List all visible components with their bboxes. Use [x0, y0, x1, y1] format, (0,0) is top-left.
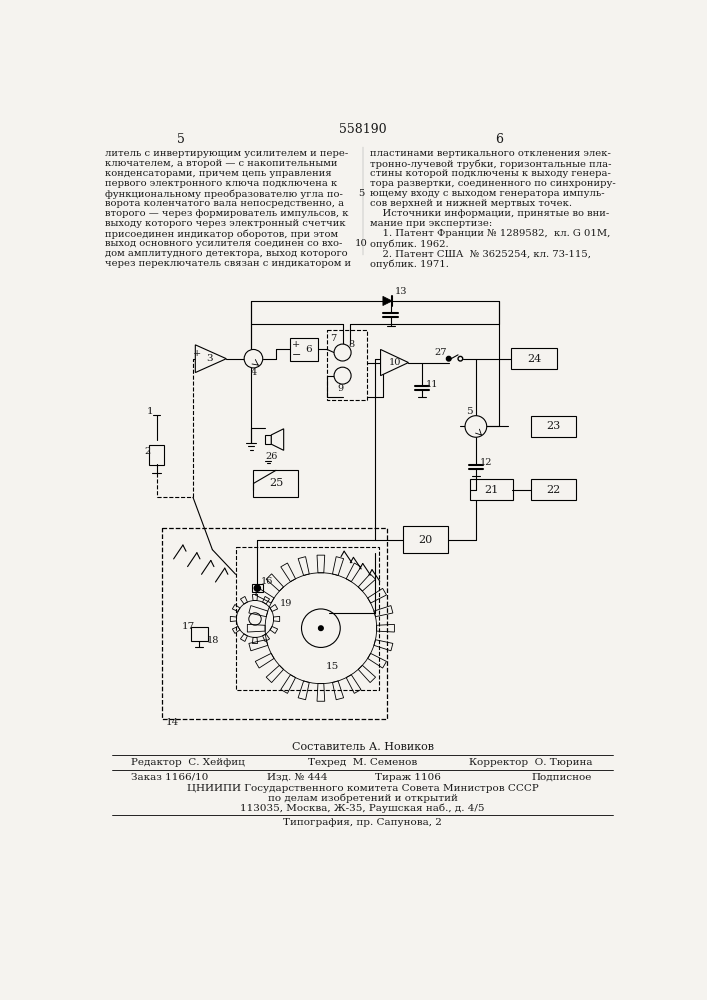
Bar — [531, 416, 575, 437]
Bar — [252, 584, 263, 592]
Text: 113035, Москва, Ж-35, Раушская наб., д. 4/5: 113035, Москва, Ж-35, Раушская наб., д. … — [240, 804, 485, 813]
Text: 3: 3 — [206, 354, 213, 363]
Bar — [327, 330, 368, 400]
Text: 15: 15 — [326, 662, 339, 671]
Circle shape — [319, 626, 323, 631]
Text: 14: 14 — [166, 718, 179, 727]
Text: 21: 21 — [484, 485, 498, 495]
Text: 7: 7 — [330, 334, 337, 343]
Text: Типография, пр. Сапунова, 2: Типография, пр. Сапунова, 2 — [284, 818, 442, 827]
Text: дом амплитудного детектора, выход которого: дом амплитудного детектора, выход которо… — [105, 249, 348, 258]
Text: Тираж 1106: Тираж 1106 — [375, 773, 441, 782]
Text: 2. Патент США  № 3625254, кл. 73-115,: 2. Патент США № 3625254, кл. 73-115, — [370, 249, 591, 258]
Circle shape — [255, 585, 260, 591]
Text: −: − — [291, 350, 300, 360]
Bar — [531, 479, 575, 500]
Text: 4: 4 — [250, 368, 257, 377]
Text: 8: 8 — [349, 340, 355, 349]
Text: +: + — [292, 340, 300, 349]
Circle shape — [334, 344, 351, 361]
Bar — [290, 338, 317, 361]
Text: Заказ 1166/10: Заказ 1166/10 — [131, 773, 209, 782]
Polygon shape — [383, 296, 392, 306]
Circle shape — [244, 349, 263, 368]
Text: 24: 24 — [527, 354, 541, 364]
Circle shape — [458, 356, 462, 361]
Text: 22: 22 — [547, 485, 561, 495]
Text: 17: 17 — [182, 622, 195, 631]
Text: 12: 12 — [480, 458, 492, 467]
Text: тора развертки, соединенного по синхрониру-: тора развертки, соединенного по синхрони… — [370, 179, 616, 188]
Text: Техред  М. Семенов: Техред М. Семенов — [308, 758, 417, 767]
Polygon shape — [265, 435, 271, 444]
Text: 11: 11 — [426, 380, 439, 389]
Text: 6: 6 — [305, 345, 312, 354]
Text: 2: 2 — [144, 447, 151, 456]
Text: конденсаторами, причем цепь управления: конденсаторами, причем цепь управления — [105, 169, 332, 178]
Text: 5: 5 — [467, 407, 473, 416]
Text: 558190: 558190 — [339, 123, 387, 136]
Text: 10: 10 — [388, 358, 401, 367]
Text: ЦНИИПИ Государственного комитета Совета Министров СССР: ЦНИИПИ Государственного комитета Совета … — [187, 784, 539, 793]
Bar — [510, 348, 557, 369]
Text: Редактор  С. Хейфиц: Редактор С. Хейфиц — [131, 758, 245, 767]
Text: 20: 20 — [419, 535, 433, 545]
Text: литель с инвертирующим усилителем и пере-: литель с инвертирующим усилителем и пере… — [105, 149, 349, 158]
Text: мание при экспертизе:: мание при экспертизе: — [370, 219, 492, 228]
Text: 27: 27 — [435, 348, 448, 357]
Text: 18: 18 — [207, 636, 219, 645]
Bar — [403, 526, 448, 553]
Bar — [191, 627, 208, 641]
Text: 10: 10 — [355, 239, 368, 248]
Text: через переключатель связан с индикатором и: через переключатель связан с индикатором… — [105, 259, 351, 268]
Bar — [149, 445, 164, 465]
Text: стины которой подключены к выходу генера-: стины которой подключены к выходу генера… — [370, 169, 611, 178]
Bar — [470, 479, 513, 500]
Text: 23: 23 — [547, 421, 561, 431]
Text: Подписное: Подписное — [532, 773, 592, 782]
Text: 1: 1 — [147, 407, 153, 416]
Text: ключателем, а второй — с накопительными: ключателем, а второй — с накопительными — [105, 159, 338, 168]
Text: 5: 5 — [358, 189, 364, 198]
Bar — [253, 470, 298, 497]
Polygon shape — [271, 429, 284, 450]
Text: первого электронного ключа подключена к: первого электронного ключа подключена к — [105, 179, 338, 188]
Text: 25: 25 — [269, 478, 283, 488]
Bar — [235, 547, 379, 690]
Text: Корректор  О. Тюрина: Корректор О. Тюрина — [469, 758, 592, 767]
Text: 26: 26 — [265, 452, 277, 461]
Text: второго — через формирователь импульсов, к: второго — через формирователь импульсов,… — [105, 209, 349, 218]
Bar — [162, 528, 387, 719]
Text: опублик. 1971.: опублик. 1971. — [370, 259, 448, 269]
Text: Составитель А. Новиков: Составитель А. Новиков — [292, 742, 433, 752]
Text: выходу которого через электронный счетчик: выходу которого через электронный счетчи… — [105, 219, 346, 228]
Text: выход основного усилителя соединен со вхо-: выход основного усилителя соединен со вх… — [105, 239, 343, 248]
Text: ющему входу с выходом генератора импуль-: ющему входу с выходом генератора импуль- — [370, 189, 604, 198]
Text: 19: 19 — [280, 599, 292, 608]
Text: ворота коленчатого вала непосредственно, а: ворота коленчатого вала непосредственно,… — [105, 199, 344, 208]
Text: 1. Патент Франции № 1289582,  кл. G 01M,: 1. Патент Франции № 1289582, кл. G 01M, — [370, 229, 610, 238]
Text: функциональному преобразователю угла по-: функциональному преобразователю угла по- — [105, 189, 344, 199]
Text: 9: 9 — [337, 384, 344, 393]
Text: Источники информации, принятые во вни-: Источники информации, принятые во вни- — [370, 209, 609, 218]
Text: по делам изобретений и открытий: по делам изобретений и открытий — [268, 794, 457, 803]
Text: 13: 13 — [395, 287, 408, 296]
Text: присоединен индикатор оборотов, при этом: присоединен индикатор оборотов, при этом — [105, 229, 339, 239]
Text: 16: 16 — [260, 578, 273, 586]
Text: +: + — [193, 349, 201, 358]
Text: Изд. № 444: Изд. № 444 — [267, 773, 327, 782]
Polygon shape — [195, 345, 226, 373]
Text: сов верхней и нижней мертвых точек.: сов верхней и нижней мертвых точек. — [370, 199, 572, 208]
Text: опублик. 1962.: опублик. 1962. — [370, 239, 448, 249]
Polygon shape — [380, 349, 409, 376]
Circle shape — [446, 356, 451, 361]
Circle shape — [465, 416, 486, 437]
Circle shape — [334, 367, 351, 384]
Text: пластинами вертикального откленения элек-: пластинами вертикального откленения элек… — [370, 149, 611, 158]
Text: 6: 6 — [495, 133, 503, 146]
Text: 5: 5 — [177, 133, 185, 146]
Text: тронно-лучевой трубки, горизонтальные пла-: тронно-лучевой трубки, горизонтальные пл… — [370, 159, 611, 169]
